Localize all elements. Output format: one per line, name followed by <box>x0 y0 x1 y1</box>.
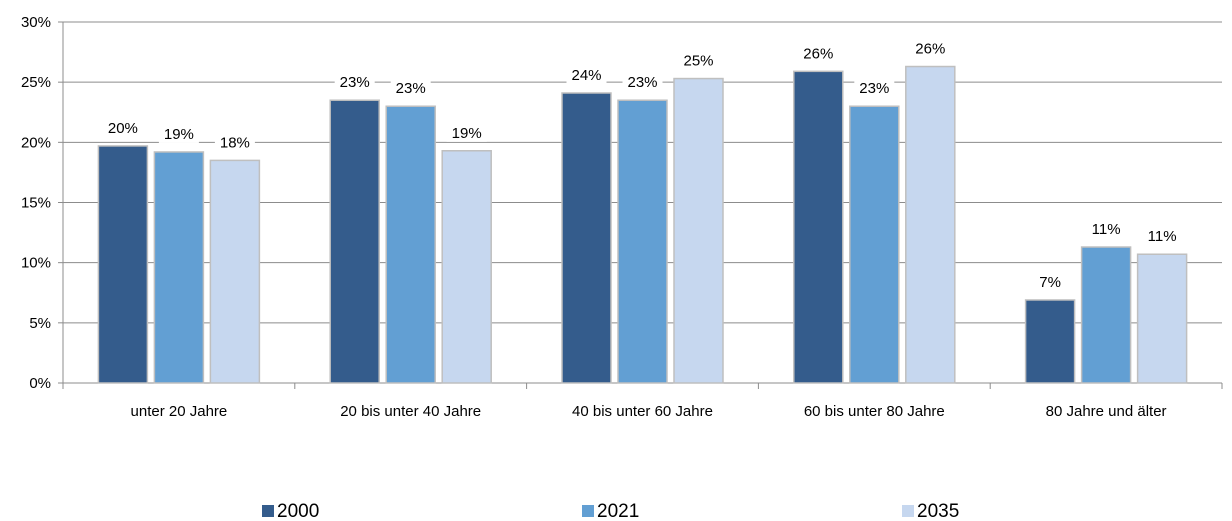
data-label: 11% <box>1092 221 1121 238</box>
data-label: 26% <box>803 45 833 62</box>
data-label-background <box>678 48 719 70</box>
data-label: 26% <box>915 41 945 58</box>
data-label-background <box>622 70 663 92</box>
data-label: 11% <box>1148 228 1177 245</box>
legend-label: 2000 <box>277 501 319 521</box>
data-label: 19% <box>452 125 482 142</box>
legend-label: 2021 <box>597 501 639 521</box>
data-label: 24% <box>571 67 601 84</box>
data-label-background <box>1142 224 1183 246</box>
bar-2035 <box>209 159 261 384</box>
bar-2000 <box>329 99 380 384</box>
bar-2035 <box>905 65 956 384</box>
x-tick-label: unter 20 Jahre <box>131 403 228 420</box>
data-label-background <box>854 76 895 98</box>
data-label: 23% <box>627 74 657 91</box>
x-tick-label: 20 bis unter 40 Jahre <box>340 403 481 420</box>
bar-2021 <box>617 99 668 384</box>
y-tick-label: 30% <box>21 14 51 31</box>
bar-2000 <box>97 145 149 384</box>
data-label: 20% <box>108 120 138 137</box>
bar-2035 <box>673 77 724 384</box>
legend-swatch-2000 <box>262 505 274 517</box>
data-label-background <box>910 36 951 58</box>
bar-2021 <box>1080 246 1132 384</box>
data-label-background <box>798 41 839 63</box>
bar-2000 <box>561 92 612 384</box>
data-label-background <box>214 130 255 152</box>
data-labels: 20% 19% 18% 23% 23% 19% 24% 23% 25% 26% 23% 26% 7% 11… <box>102 36 1183 291</box>
data-label: 23% <box>340 74 370 91</box>
y-axis: 0% 5% 10% 15% 20% 25% 30% <box>21 14 64 392</box>
y-tick-label: 5% <box>29 315 51 332</box>
y-tick-label: 0% <box>29 375 51 392</box>
data-label: 25% <box>683 53 713 70</box>
data-label-background <box>102 115 143 137</box>
x-tick-label: 60 bis unter 80 Jahre <box>804 403 945 420</box>
legend-swatch-2035 <box>902 505 914 517</box>
x-axis: unter 20 Jahre 20 bis unter 40 Jahre 40 bi… <box>62 382 1223 420</box>
y-tick-label: 25% <box>21 74 51 91</box>
bar-2035 <box>441 150 492 384</box>
legend-label: 2035 <box>917 501 959 521</box>
bar-2000 <box>1024 299 1076 384</box>
data-label: 18% <box>220 134 250 151</box>
y-tick-label: 20% <box>21 134 51 151</box>
data-label-background <box>334 70 375 92</box>
data-label: 23% <box>396 80 426 97</box>
bar-2035 <box>1136 253 1188 384</box>
bar-2000 <box>793 70 844 384</box>
data-label: 7% <box>1039 274 1061 291</box>
x-tick-label: 40 bis unter 60 Jahre <box>572 403 713 420</box>
bar-2021 <box>153 151 205 384</box>
data-label-background <box>390 76 431 98</box>
legend-swatch-2021 <box>582 505 594 517</box>
legend: 2000 2021 2035 <box>262 501 959 521</box>
bars <box>97 65 1188 384</box>
x-tick-label: 80 Jahre und älter <box>1046 403 1167 420</box>
data-label-background <box>158 121 199 143</box>
data-label-background <box>1030 269 1071 291</box>
data-label: 19% <box>164 126 194 143</box>
bar-2021 <box>385 105 436 384</box>
data-label-background <box>446 120 487 142</box>
data-label-background <box>566 62 607 84</box>
bar-2021 <box>849 105 900 384</box>
data-label: 23% <box>859 80 889 97</box>
data-label-background <box>1086 217 1127 239</box>
y-tick-label: 10% <box>21 255 51 272</box>
y-tick-label: 15% <box>21 195 51 212</box>
